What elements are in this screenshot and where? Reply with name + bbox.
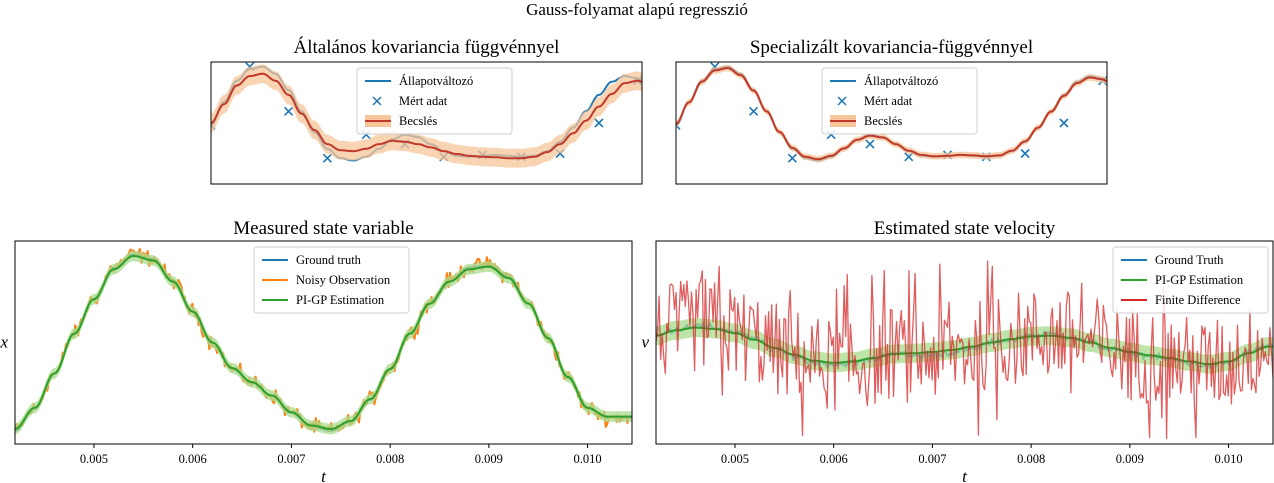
axes-frame [210,61,643,185]
series-line [15,255,632,430]
data-point [749,106,759,116]
legend-label: Mért adat [864,94,913,108]
chart-measured-state: Measured state variable 0.005 0.006 0.007 0.… [0,218,633,483]
y-axis-label: x [0,333,8,352]
legend-label: Ground truth [296,253,362,267]
legend-label: Noisy Observation [296,273,391,287]
chart-title: Estimated state velocity [874,218,1056,239]
confidence-band [211,64,642,168]
legend-label: Állapotváltozó [399,74,473,88]
confidence-band [676,64,1107,163]
legend-label: Becslés [864,114,902,128]
legend: Ground Truth PI-GP Estimation Finite Diffe… [1112,246,1269,314]
data-point [1059,118,1069,128]
legend: Állapotváltozó Mért adat Becslés [356,67,513,135]
plot-area [676,62,1107,163]
legend-box [821,67,978,135]
legend-box [1112,246,1269,314]
figure-suptitle: Gauss-folyamat alapú regresszió [526,0,748,19]
chart-title: Általános kovariancia függvénnyel [294,36,560,58]
series-line [676,67,1107,161]
x-tick-label: 0.010 [574,452,602,466]
x-tick-label: 0.005 [80,452,108,466]
legend-label: Finite Difference [1155,293,1241,307]
x-tick-label: 0.006 [179,452,207,466]
data-point [594,118,604,128]
legend-label: Becslés [399,114,437,128]
legend-label: Ground Truth [1155,253,1224,267]
series-line [656,260,1273,440]
data-point [1020,148,1030,159]
axes-frame [655,240,1274,445]
plot-area [656,260,1273,440]
x-tick-label: 0.008 [1017,452,1045,466]
axes-frame [14,240,633,445]
x-tick-label: 0.010 [1215,452,1243,466]
chart-gp-special: Specializált kovariancia-függvénnyel Álla… [675,37,1108,185]
legend-label: PI-GP Estimation [1155,273,1244,287]
legend-label: PI-GP Estimation [296,293,385,307]
data-point [322,153,332,163]
x-tick-label: 0.005 [721,452,749,466]
legend: Ground truth Noisy Observation PI-GP Estim… [253,246,410,314]
x-axis-label: t [962,467,968,483]
x-axis-label: t [321,467,327,483]
chart-estimated-velocity: Estimated state velocity 0.005 0.006 0.007 0… [641,218,1274,483]
legend-label: Mért adat [399,94,448,108]
data-point [787,153,797,163]
x-tick-label: 0.007 [277,452,305,466]
axes-frame [675,61,1108,185]
series-line [211,72,642,160]
legend-label: Állapotváltozó [864,74,938,88]
x-tick-label: 0.008 [376,452,404,466]
data-point [284,106,294,116]
chart-title: Measured state variable [233,218,413,239]
y-axis-label: v [641,333,649,352]
data-point [865,139,875,149]
x-tick-label: 0.006 [820,452,848,466]
legend: Állapotváltozó Mért adat Becslés [821,67,978,135]
legend-marker [837,96,847,106]
chart-title: Specializált kovariancia-függvénnyel [750,37,1033,58]
x-tick-label: 0.007 [918,452,946,466]
x-tick-label: 0.009 [1116,452,1144,466]
chart-gp-general: Általános kovariancia függvénnyel Állapot… [210,36,643,185]
x-tick-label: 0.009 [475,452,503,466]
legend-box [356,67,513,135]
plot-area [15,247,632,435]
legend-marker [372,96,382,106]
legend-box [253,246,410,314]
